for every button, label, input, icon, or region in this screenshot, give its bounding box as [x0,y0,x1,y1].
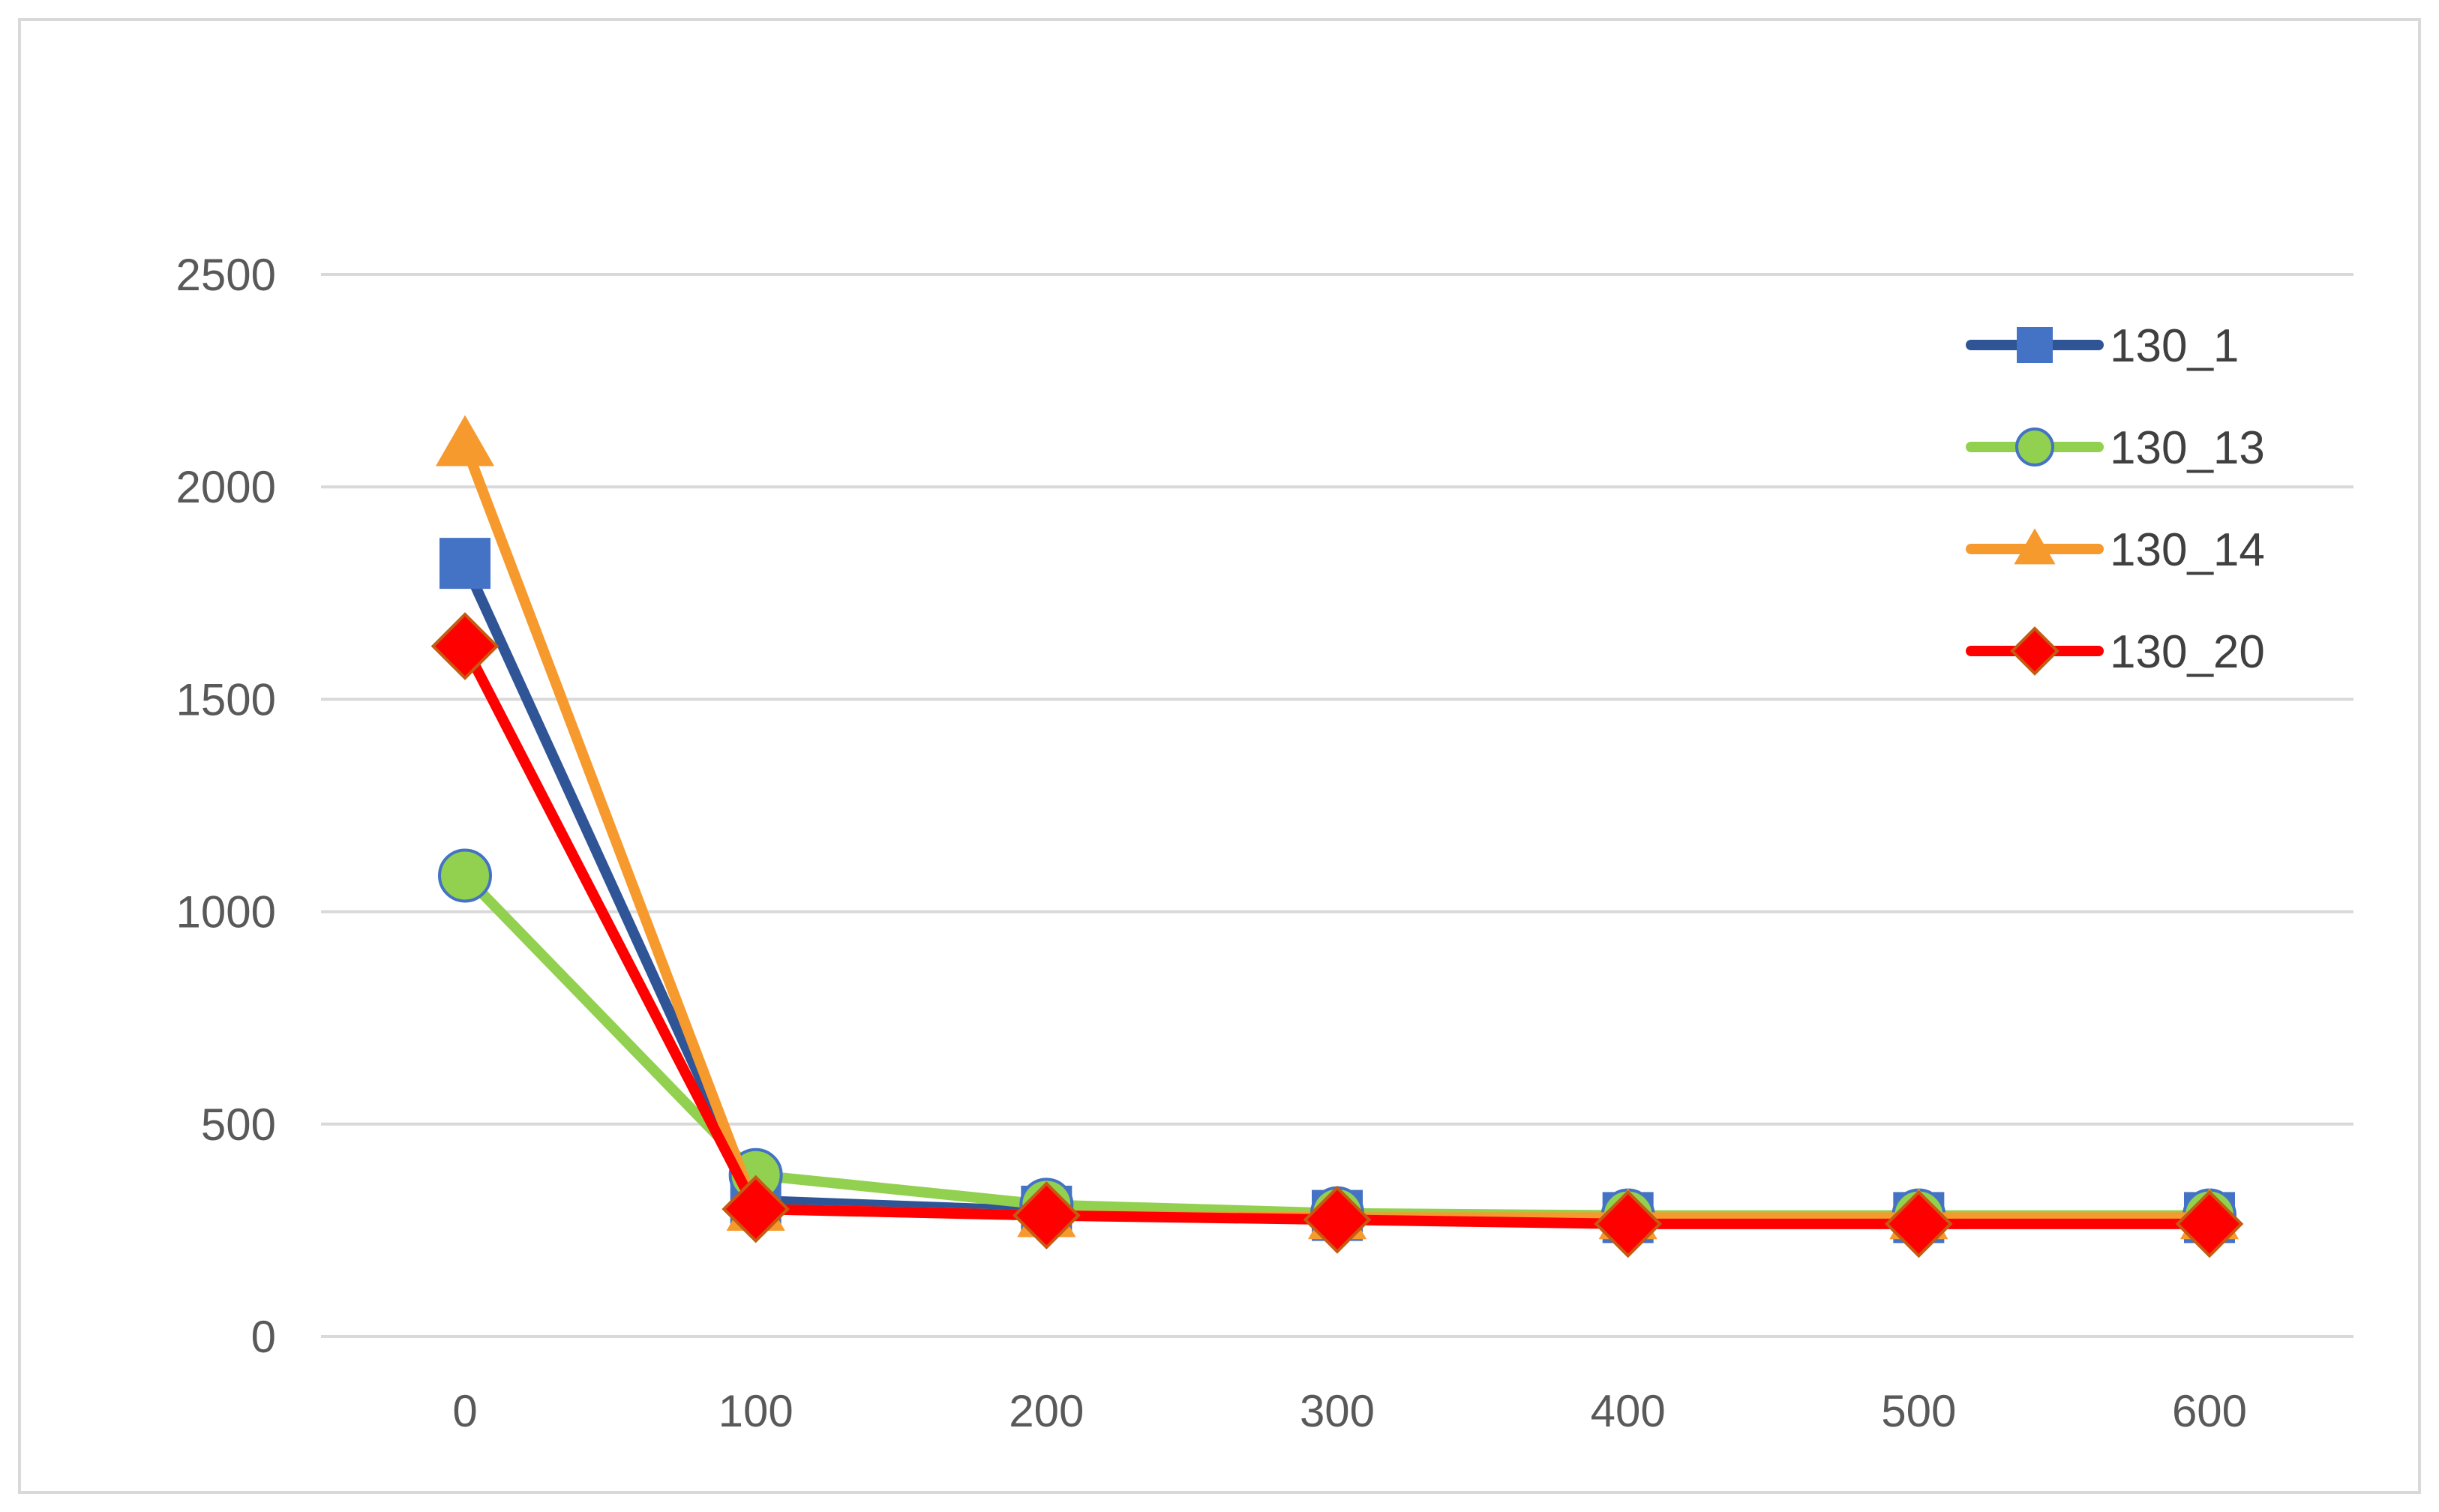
x-tick-label: 100 [718,1386,794,1436]
legend-entry: 130_13 [1966,422,2265,474]
series-lines [430,415,2244,1258]
y-tick-label: 1500 [176,674,276,724]
legend-label: 130_1 [2110,320,2239,372]
x-tick-label: 0 [452,1386,477,1436]
x-axis-ticks: 0 100 200 300 400 500 600 [452,1386,2247,1436]
y-tick-label: 2500 [176,250,276,300]
x-tick-label: 400 [1591,1386,1666,1436]
legend-entry: 130_1 [1966,320,2239,372]
data-point [722,1174,790,1244]
data-point [1885,1190,1953,1258]
chart-frame: 0 500 1000 1500 2000 2500 0 100 200 300 400 500 600… [18,18,2421,1494]
legend-entry: 130_14 [1966,524,2265,576]
y-tick-label: 1000 [176,887,276,938]
data-point [430,612,500,680]
legend-marker [2017,327,2053,363]
gridlines [321,273,2354,1338]
x-tick-label: 500 [1881,1386,1956,1436]
series-line-130_13 [460,870,2215,1221]
y-tick-label: 500 [201,1100,276,1150]
data-point [435,415,495,466]
legend-marker [2010,626,2060,676]
legend-label: 130_20 [2110,626,2265,678]
data-point [1594,1190,1662,1258]
data-point [440,538,490,590]
data-point [1303,1185,1372,1254]
data-point [2175,1190,2244,1258]
y-tick-label: 0 [251,1312,276,1362]
y-tick-label: 2000 [176,462,276,512]
legend-marker [2014,528,2056,565]
x-tick-label: 200 [1009,1386,1084,1436]
legend-marker [2015,428,2054,466]
data-point [438,848,492,903]
legend-entry: 130_20 [1966,626,2265,678]
series-line-130_14 [460,439,2215,1223]
data-point [1012,1181,1081,1250]
legend-label: 130_13 [2110,422,2265,474]
legend: 130_1 130_13 130_14 130_20 [1966,320,2265,678]
x-tick-label: 600 [2172,1386,2247,1436]
series-130_1 [440,538,2235,1244]
y-axis-ticks: 0 500 1000 1500 2000 2500 [176,250,276,1362]
x-tick-label: 300 [1300,1386,1375,1436]
series-130_20 [430,612,2244,1258]
series-130_13 [438,848,2236,1243]
legend-label: 130_14 [2110,524,2265,576]
line-chart: 0 500 1000 1500 2000 2500 0 100 200 300 400 500 600… [176,250,2354,1436]
